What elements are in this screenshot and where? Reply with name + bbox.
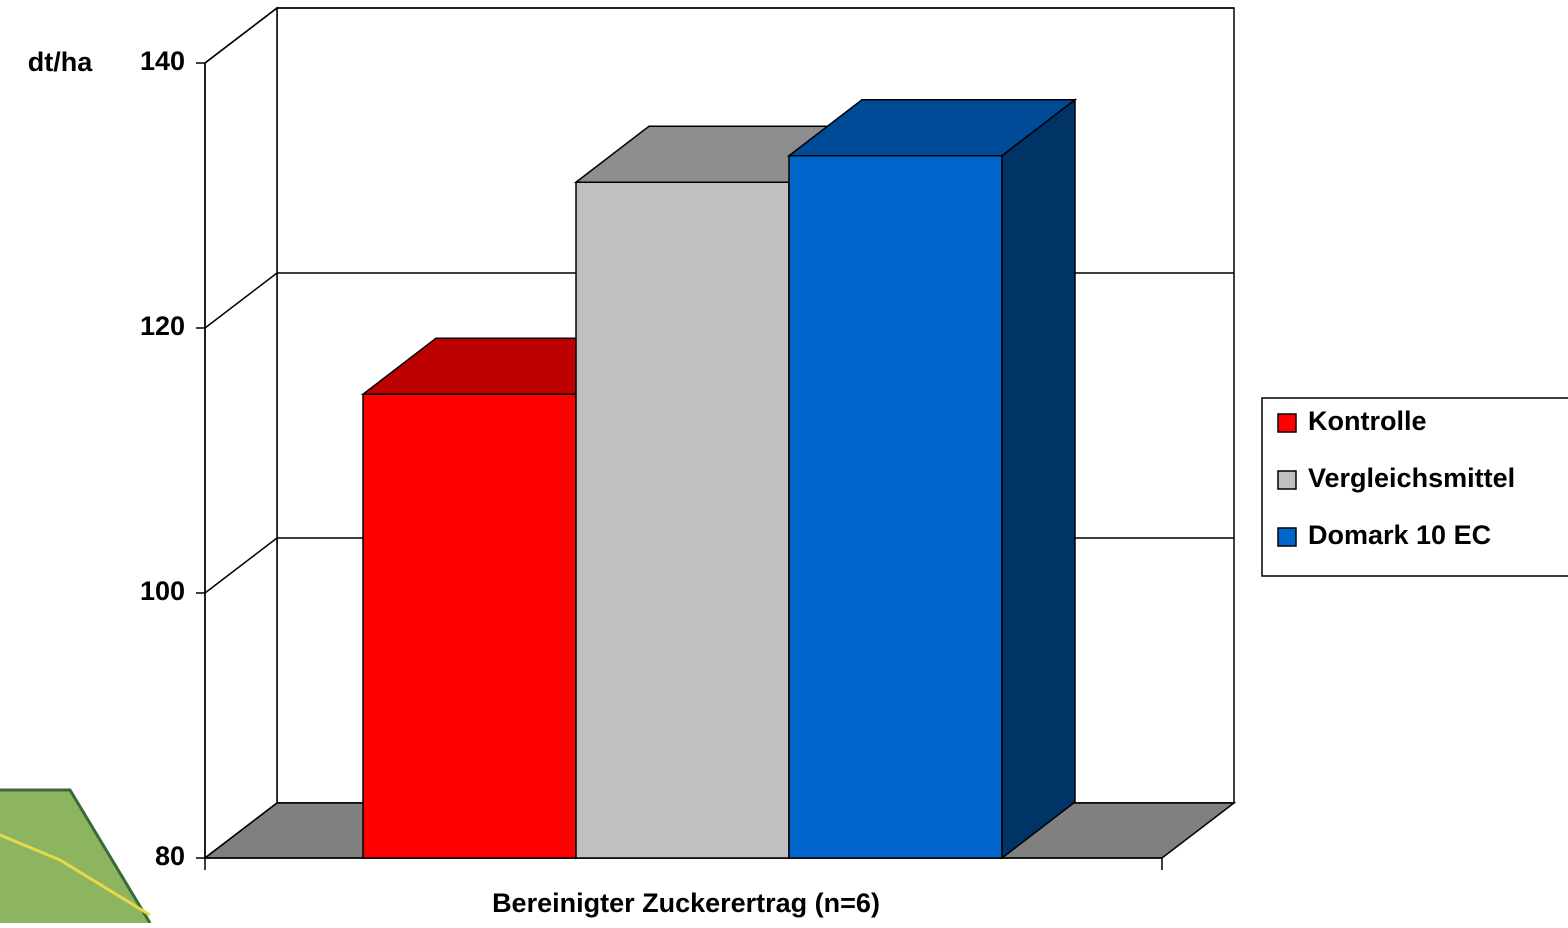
y-tick-label: 120 <box>140 311 185 341</box>
legend-swatch <box>1277 413 1297 433</box>
y-axis-label: dt/ha <box>28 47 93 77</box>
bar-side <box>1001 98 1076 860</box>
legend-swatch <box>1277 470 1297 490</box>
legend-label: Kontrolle <box>1308 406 1427 436</box>
legend-label: Vergleichsmittel <box>1308 463 1515 493</box>
decoration <box>0 790 150 923</box>
bar <box>575 181 790 859</box>
decoration-line <box>0 833 151 917</box>
y-tick-label: 80 <box>155 841 185 871</box>
legend-box <box>1261 397 1568 577</box>
decoration-edge <box>0 788 152 924</box>
bar <box>362 393 577 859</box>
bar <box>788 155 1003 859</box>
legend-swatch <box>1277 527 1297 547</box>
x-tick-label: Bereinigter Zuckerertrag (n=6) <box>492 888 880 918</box>
y-tick-label: 140 <box>140 46 185 76</box>
legend-label: Domark 10 EC <box>1308 520 1491 550</box>
grid-line <box>204 7 1234 64</box>
y-tick-label: 100 <box>140 576 185 606</box>
side-wall <box>204 6 278 860</box>
